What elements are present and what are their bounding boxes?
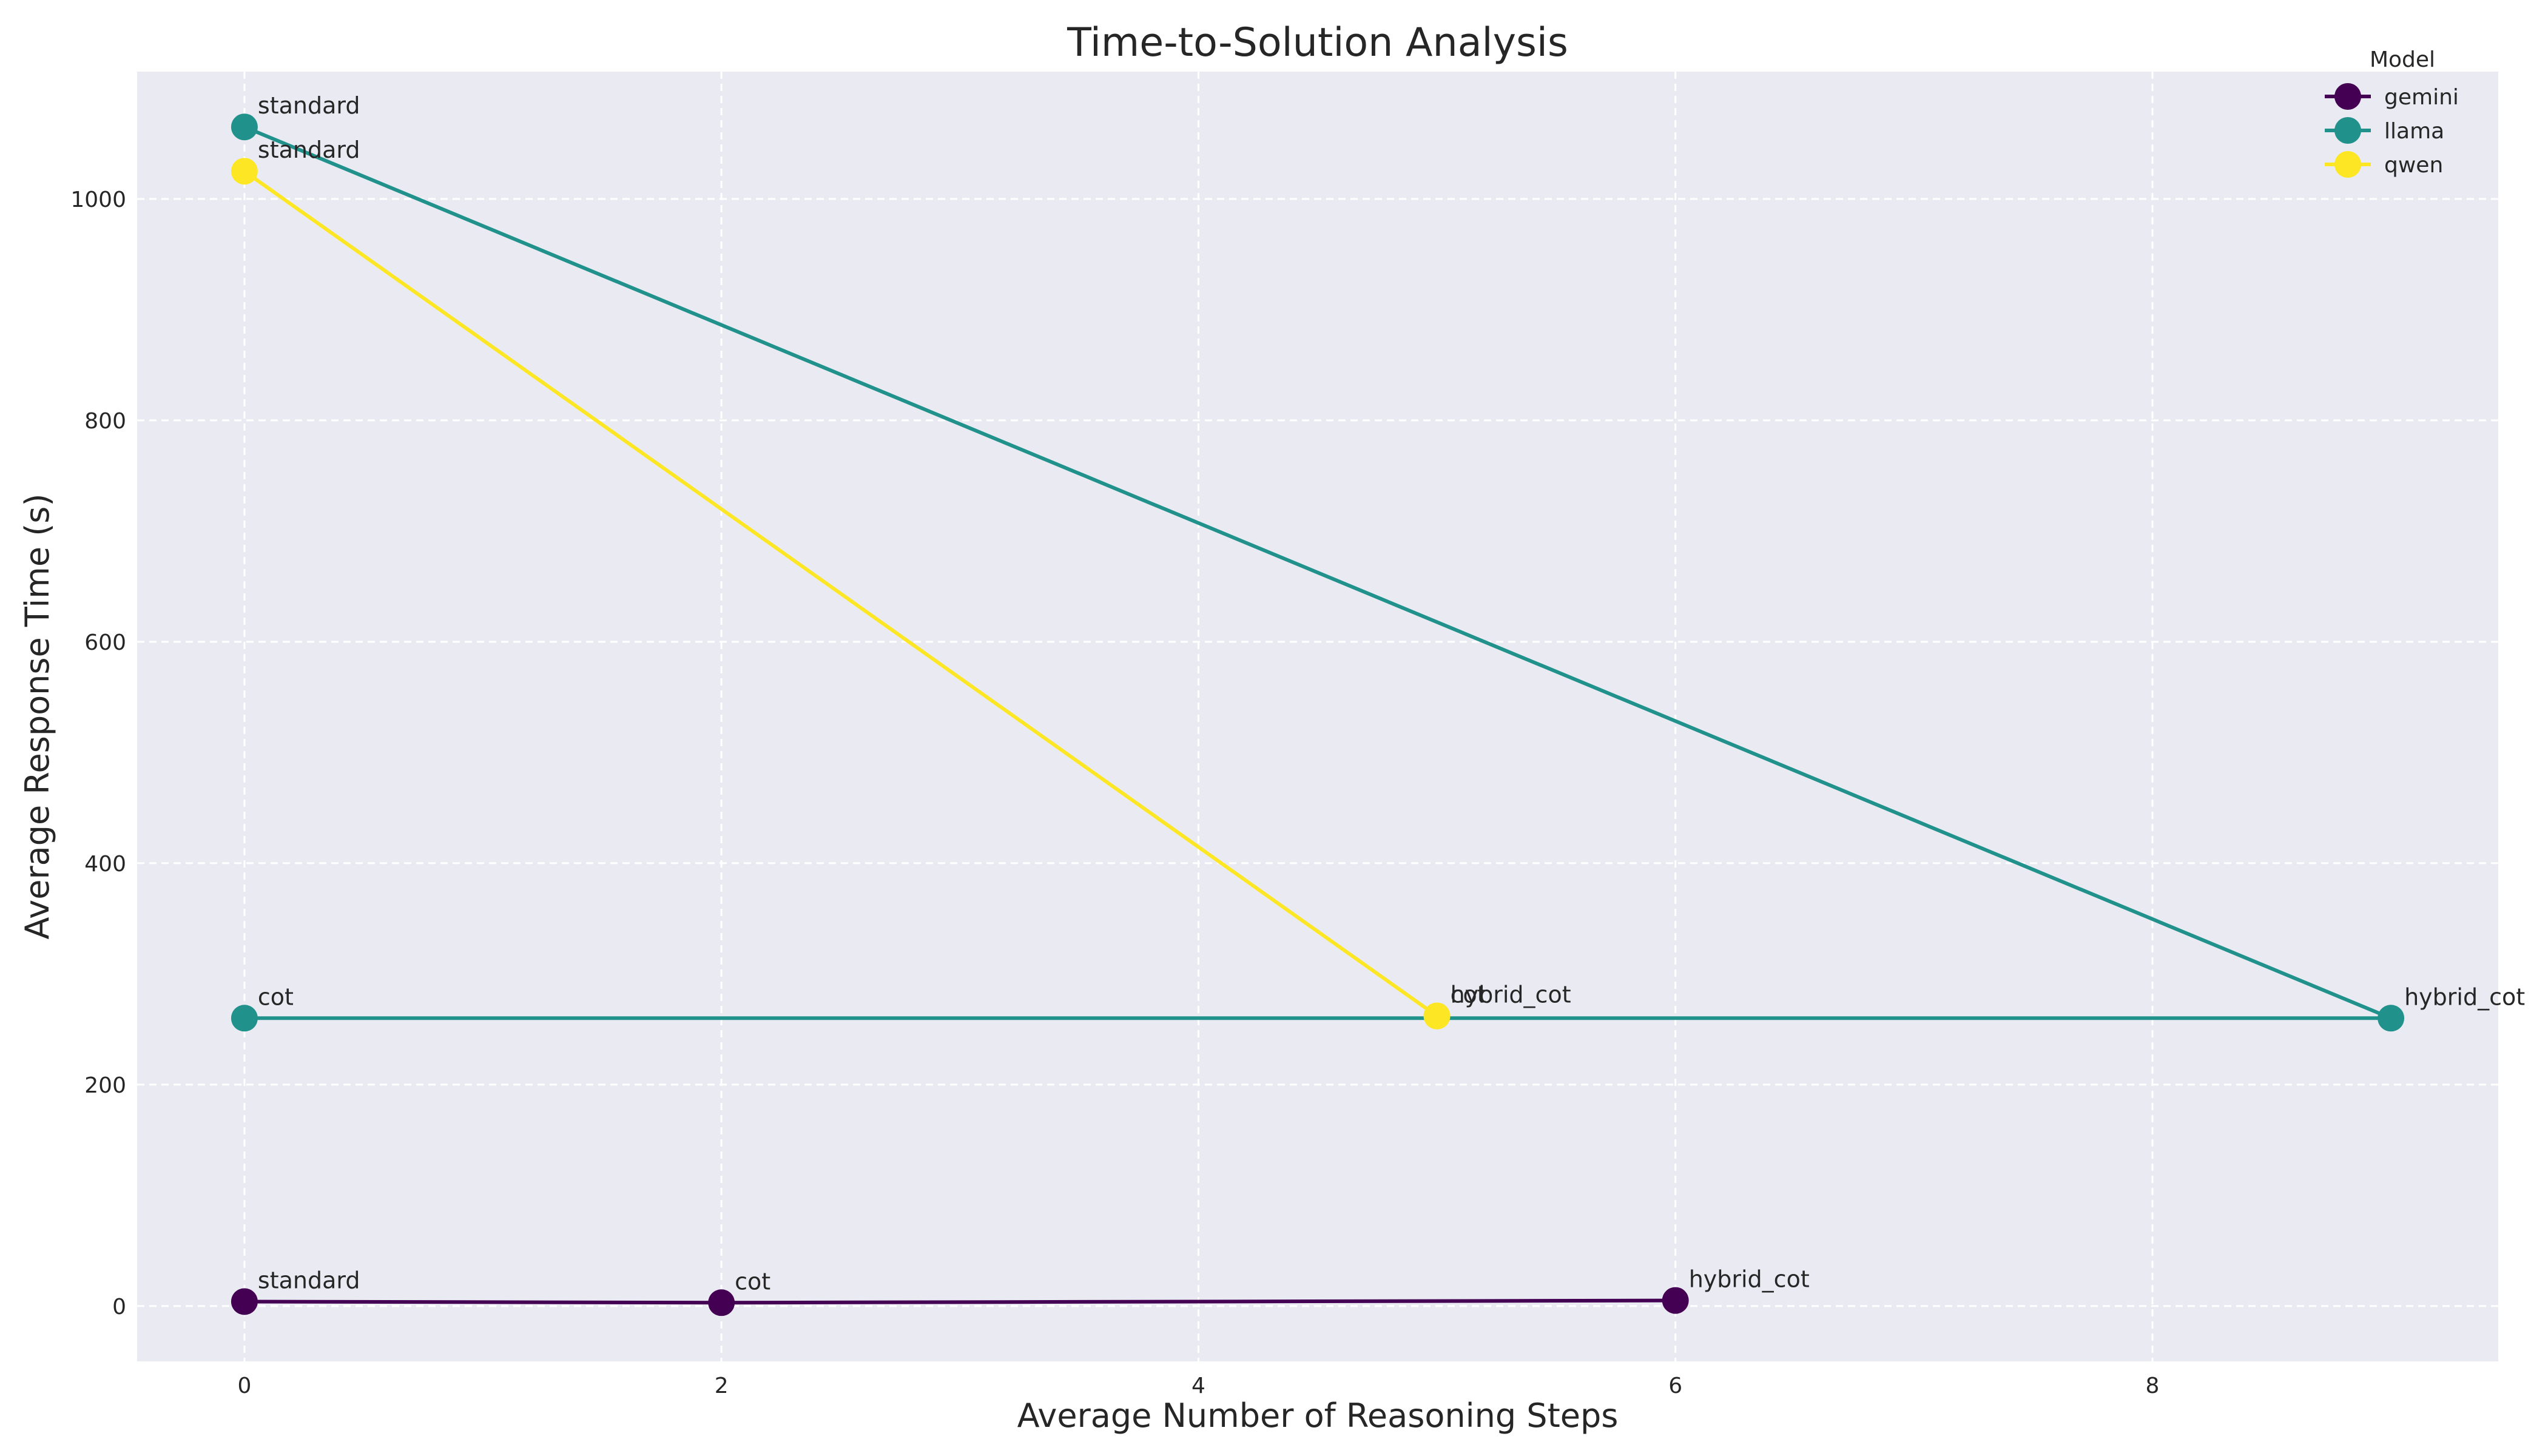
point-label: hybrid_cot bbox=[2404, 983, 2525, 1010]
series-layer bbox=[231, 113, 2405, 1316]
legend-label: llama bbox=[2384, 119, 2444, 144]
legend-item-qwen[interactable]: qwen bbox=[2325, 151, 2443, 178]
data-point-gemini-cot[interactable] bbox=[708, 1289, 735, 1316]
data-point-llama-cot[interactable] bbox=[231, 1005, 258, 1032]
data-point-gemini-hybrid_cot[interactable] bbox=[1662, 1287, 1689, 1314]
legend-item-llama[interactable]: llama bbox=[2325, 117, 2444, 144]
point-label: standard bbox=[258, 92, 360, 119]
point-label: standard bbox=[258, 136, 360, 163]
y-tick-label: 1000 bbox=[70, 187, 126, 212]
x-axis-title: Average Number of Reasoning Steps bbox=[1017, 1397, 1619, 1435]
y-tick-label: 200 bbox=[84, 1073, 126, 1098]
x-tick-label: 6 bbox=[1668, 1373, 1682, 1398]
tick-labels: 0 2 4 6 8 0 200 400 600 800 1000 bbox=[70, 187, 2159, 1398]
data-point-gemini-standard[interactable] bbox=[231, 1288, 258, 1315]
y-tick-label: 0 bbox=[112, 1295, 126, 1320]
point-label: hybrid_cot bbox=[1689, 1266, 1810, 1293]
y-tick-label: 600 bbox=[84, 630, 126, 655]
legend[interactable]: Model gemini llama qwen bbox=[2325, 47, 2459, 178]
data-point-llama-standard[interactable] bbox=[231, 113, 258, 141]
series-line-qwen bbox=[243, 169, 1438, 1018]
series-llama bbox=[231, 113, 2405, 1032]
point-label: standard bbox=[258, 1267, 360, 1293]
series-line-gemini bbox=[244, 1298, 1676, 1305]
data-point-llama-hybrid_cot[interactable] bbox=[2378, 1005, 2405, 1032]
legend-title: Model bbox=[2370, 47, 2435, 72]
point-labels: standard cot hybrid_cotstandardhybrid_cotc… bbox=[258, 92, 2525, 1295]
legend-label: qwen bbox=[2384, 153, 2443, 178]
legend-marker bbox=[2334, 83, 2361, 110]
point-label: cot bbox=[258, 983, 294, 1010]
series-gemini bbox=[231, 1287, 1689, 1316]
series-qwen bbox=[231, 158, 1451, 1030]
plot-area bbox=[137, 72, 2498, 1361]
point-label: cot bbox=[1451, 982, 1486, 1008]
y-axis-title: Average Response Time (s) bbox=[18, 493, 56, 939]
grid bbox=[137, 72, 2498, 1361]
x-tick-label: 4 bbox=[1191, 1373, 1205, 1398]
x-tick-label: 2 bbox=[715, 1373, 729, 1398]
chart-title: Time-to-Solution Analysis bbox=[1067, 20, 1568, 66]
x-tick-label: 8 bbox=[2146, 1373, 2160, 1398]
y-tick-label: 400 bbox=[84, 852, 126, 877]
point-label: hybrid_cot bbox=[1451, 982, 1571, 1008]
point-label: cot bbox=[735, 1268, 770, 1295]
data-point-qwen-cot[interactable] bbox=[1423, 1002, 1451, 1030]
legend-marker bbox=[2334, 151, 2361, 178]
legend-marker bbox=[2334, 117, 2361, 144]
legend-label: gemini bbox=[2384, 85, 2459, 110]
legend-item-gemini[interactable]: gemini bbox=[2325, 83, 2459, 110]
x-tick-label: 0 bbox=[237, 1373, 251, 1398]
y-tick-label: 800 bbox=[84, 409, 126, 434]
data-point-qwen-standard[interactable] bbox=[231, 158, 258, 185]
